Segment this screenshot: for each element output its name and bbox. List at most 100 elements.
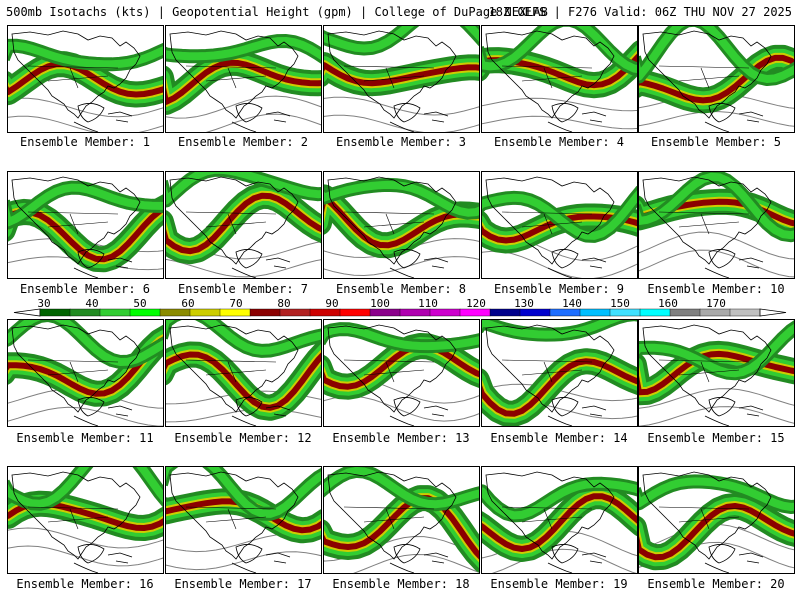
coastline xyxy=(169,324,299,413)
coastline xyxy=(169,30,299,119)
coastline xyxy=(704,562,730,573)
isotach-band xyxy=(166,320,321,355)
coastline xyxy=(107,257,133,269)
coastline xyxy=(738,405,764,417)
political-border xyxy=(658,211,750,235)
member-map-canvas xyxy=(166,320,321,426)
ensemble-member-map[interactable] xyxy=(323,319,480,427)
ensemble-member-map[interactable] xyxy=(323,466,480,574)
ensemble-member-map[interactable] xyxy=(638,171,795,279)
coastline xyxy=(708,103,736,123)
ensemble-member-map[interactable] xyxy=(323,171,480,279)
ensemble-member-map[interactable] xyxy=(7,466,164,574)
coastline xyxy=(389,562,415,573)
colorbar-tick-label: 150 xyxy=(610,297,630,310)
coastline xyxy=(547,267,573,278)
ensemble-member-map[interactable] xyxy=(165,466,322,574)
coastline xyxy=(581,552,607,564)
isotach-band xyxy=(166,59,321,105)
coastline xyxy=(738,257,764,269)
isotach-band xyxy=(324,180,479,217)
coastline xyxy=(389,267,415,278)
coastline xyxy=(73,267,99,278)
height-contour xyxy=(8,97,163,118)
coastline xyxy=(73,415,99,426)
isotach-band xyxy=(166,192,321,255)
isotach-band xyxy=(166,351,321,411)
coastline xyxy=(327,471,457,560)
height-contour xyxy=(491,548,637,573)
isotach-band xyxy=(324,62,479,87)
coastline xyxy=(77,249,105,269)
ensemble-member-map[interactable] xyxy=(481,171,638,279)
ensemble-member-map[interactable] xyxy=(7,25,164,133)
coastline xyxy=(265,111,291,123)
ensemble-member-map[interactable] xyxy=(481,319,638,427)
ensemble-member-map[interactable] xyxy=(638,25,795,133)
colorbar-swatch xyxy=(369,308,401,317)
ensemble-member-map[interactable] xyxy=(481,466,638,574)
ensemble-member-label: Ensemble Member: 1 xyxy=(19,135,151,149)
political-border xyxy=(501,211,593,235)
isotach-band xyxy=(639,503,794,561)
coastline xyxy=(327,176,457,265)
coastline xyxy=(389,415,415,426)
coastline xyxy=(235,249,263,269)
colorbar-swatch xyxy=(189,308,221,317)
member-map-canvas xyxy=(324,176,479,278)
colorbar-swatch xyxy=(549,308,581,317)
coastline xyxy=(11,176,141,265)
member-map-canvas xyxy=(8,30,163,132)
coastline xyxy=(423,111,449,123)
coastline xyxy=(485,471,615,560)
isotach-band xyxy=(639,26,794,83)
height-contour xyxy=(166,551,321,571)
height-contour xyxy=(324,256,479,277)
colorbar-swatch xyxy=(579,308,611,317)
colorbar-swatch xyxy=(699,308,731,317)
coastline xyxy=(327,30,457,119)
isotach-band xyxy=(482,358,637,417)
isotach-band xyxy=(639,172,794,240)
coastline xyxy=(265,257,291,269)
political-border xyxy=(658,506,750,530)
ensemble-member-map[interactable] xyxy=(165,171,322,279)
ensemble-member-map[interactable] xyxy=(481,25,638,133)
coastline xyxy=(485,176,615,265)
coastline xyxy=(547,415,573,426)
ensemble-member-map[interactable] xyxy=(165,25,322,133)
coastline xyxy=(231,121,257,132)
coastline xyxy=(11,471,141,560)
colorbar-tick-label: 90 xyxy=(325,297,338,310)
product-title: 500mb Isotachs (kts) | Geopotential Heig… xyxy=(6,5,548,19)
ensemble-member-map[interactable] xyxy=(165,319,322,427)
member-map-canvas xyxy=(482,471,637,573)
member-map-canvas xyxy=(482,176,637,278)
height-contour xyxy=(639,388,794,409)
ensemble-member-map[interactable] xyxy=(638,466,795,574)
colorbar-swatch xyxy=(519,308,551,317)
coastline xyxy=(485,30,615,119)
ensemble-member-label: Ensemble Member: 10 xyxy=(647,282,785,296)
coastline xyxy=(551,397,579,417)
coastline xyxy=(581,257,607,269)
ensemble-member-map[interactable] xyxy=(7,171,164,279)
coastline xyxy=(231,562,257,573)
coastline xyxy=(581,111,607,123)
ensemble-member-map[interactable] xyxy=(7,319,164,427)
colorbar-swatch xyxy=(399,308,431,317)
coastline xyxy=(231,415,257,426)
coastline xyxy=(708,544,736,564)
coastline xyxy=(708,397,736,417)
coastline xyxy=(77,544,105,564)
ensemble-member-label: Ensemble Member: 15 xyxy=(647,431,785,445)
member-map-canvas xyxy=(482,320,637,426)
colorbar-swatch xyxy=(249,308,281,317)
coastline xyxy=(77,397,105,417)
ensemble-member-label: Ensemble Member: 9 xyxy=(493,282,625,296)
ensemble-member-map[interactable] xyxy=(638,319,795,427)
ensemble-member-map[interactable] xyxy=(323,25,480,133)
colorbar-swatch xyxy=(129,308,161,317)
coastline xyxy=(107,111,133,123)
ensemble-member-label: Ensemble Member: 12 xyxy=(174,431,312,445)
